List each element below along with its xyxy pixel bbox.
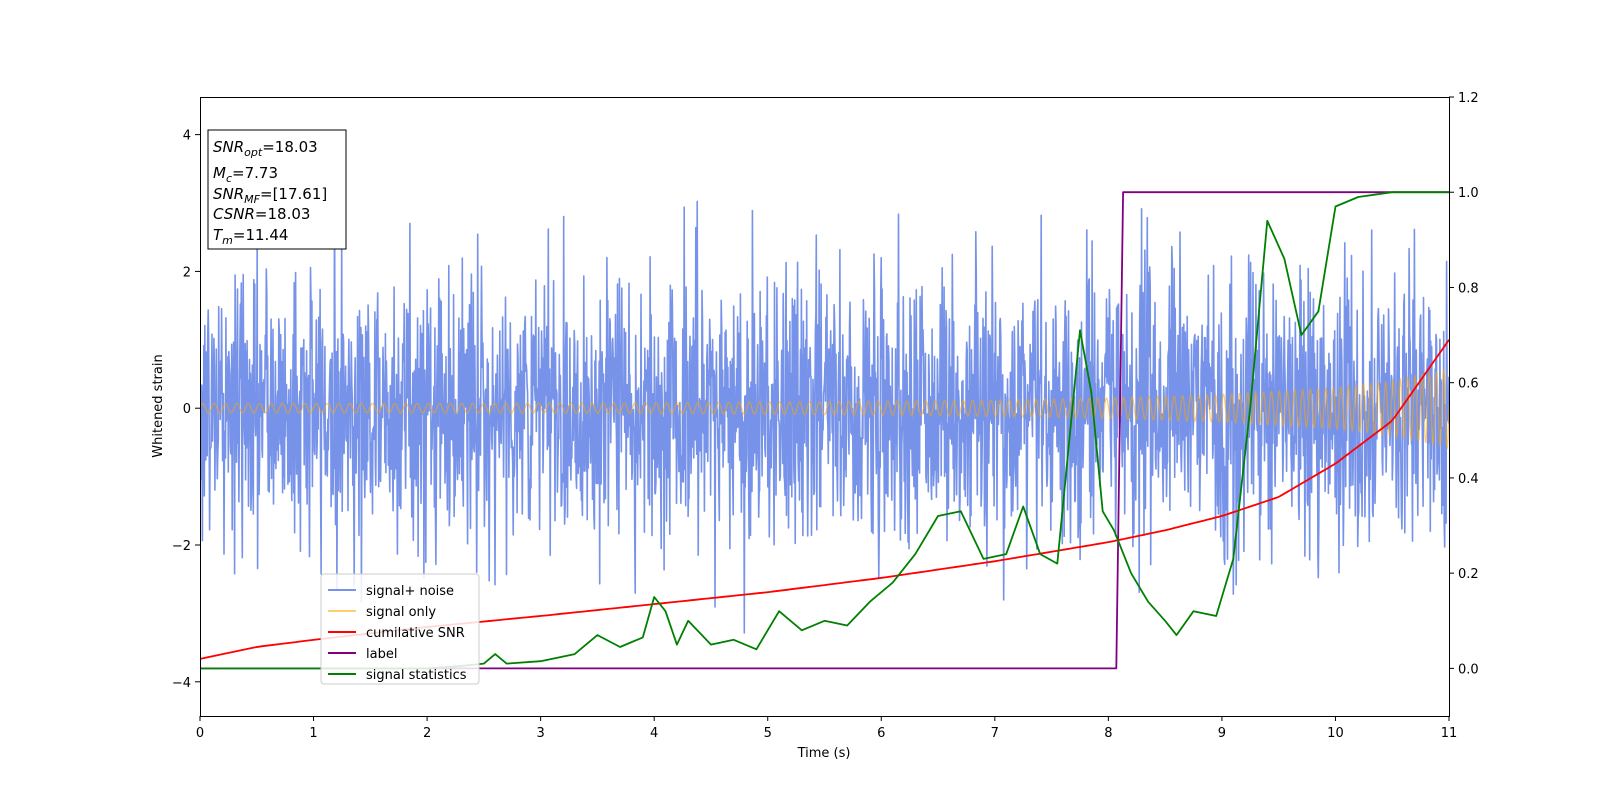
x-tick-label: 9 xyxy=(1218,726,1226,741)
y-right-tick-label: 0.8 xyxy=(1458,281,1479,296)
y-left-tick-label: −4 xyxy=(172,676,191,691)
y-left-tick-label: −2 xyxy=(172,539,191,554)
x-tick-label: 1 xyxy=(309,726,317,741)
annotation-line: Tm=11.44 xyxy=(213,226,288,247)
x-tick-label: 0 xyxy=(196,726,204,741)
legend-label: signal statistics xyxy=(366,668,467,683)
x-axis-label: Time (s) xyxy=(797,746,851,761)
annotation-line: SNRopt=18.03 xyxy=(213,138,318,159)
legend-label: cumilative SNR xyxy=(366,626,465,641)
x-tick-label: 3 xyxy=(536,726,544,741)
legend-label: label xyxy=(366,647,397,662)
annotation-line: SNRMF=[17.61] xyxy=(213,185,327,206)
x-tick-label: 6 xyxy=(877,726,885,741)
annotation-box: SNRopt=18.03 Mc=7.73SNRMF=[17.61]CSNR=18.… xyxy=(207,129,347,250)
series-line-signal-noise xyxy=(200,187,1449,634)
y-right-tick-label: 0.0 xyxy=(1458,662,1479,677)
y-right-tick-label: 1.0 xyxy=(1458,186,1479,201)
legend-label: signal only xyxy=(366,605,436,620)
y-left-tick-label: 0 xyxy=(183,402,191,417)
series-line-signal-statistics xyxy=(200,191,1449,670)
annotation-line: CSNR=18.03 xyxy=(213,205,310,223)
y-right-tick-label: 0.2 xyxy=(1458,567,1479,582)
y-left-tick-label: 2 xyxy=(183,265,191,280)
plot-frame xyxy=(200,97,1450,717)
axes: 0 1 2 3 4 5 6 7 8 9 10 11 −4 −2 0 2 4 0.0 0.2 0.4 0.6 0.8 1.0 1… xyxy=(172,91,1479,741)
annotation-line: Mc=7.73 xyxy=(213,164,278,185)
y-right-tick-label: 0.4 xyxy=(1458,472,1479,487)
x-tick-label: 11 xyxy=(1441,726,1458,741)
y-left-tick-label: 4 xyxy=(183,129,191,144)
x-tick-label: 7 xyxy=(991,726,999,741)
series-line-label xyxy=(200,191,1449,670)
x-tick-label: 10 xyxy=(1327,726,1344,741)
legend-label: signal+ noise xyxy=(366,584,454,599)
annotation-frame xyxy=(207,129,347,250)
y-right-tick-label: 1.2 xyxy=(1458,91,1479,106)
legend: signal+ noise signal only cumilative SNR la… xyxy=(320,573,480,685)
x-tick-label: 2 xyxy=(423,726,431,741)
x-tick-label: 8 xyxy=(1104,726,1112,741)
legend-frame xyxy=(320,573,480,685)
y-right-tick-label: 0.6 xyxy=(1458,377,1479,392)
y-axis-label-left: Whitened strain xyxy=(151,354,166,457)
series-line-signal-only xyxy=(200,369,1449,450)
x-tick-label: 4 xyxy=(650,726,658,741)
x-tick-label: 5 xyxy=(764,726,772,741)
